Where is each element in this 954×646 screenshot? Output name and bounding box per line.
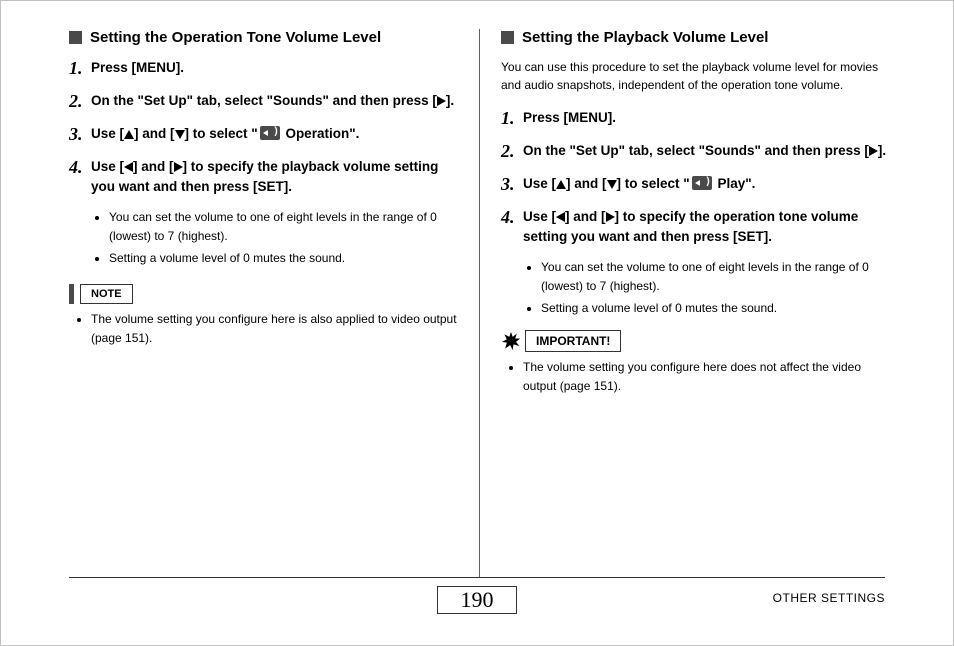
speaker-icon <box>692 176 712 190</box>
bullet-item: Setting a volume level of 0 mutes the so… <box>541 299 889 318</box>
step-text: Use [] and [] to select " Operation". <box>91 124 457 144</box>
step-number: 4. <box>501 207 523 228</box>
heading-text: Setting the Playback Volume Level <box>522 29 768 46</box>
triangle-right-icon <box>437 96 446 106</box>
important-bullets: The volume setting you configure here do… <box>511 358 889 396</box>
triangle-left-icon <box>124 162 133 172</box>
bullet-item: You can set the volume to one of eight l… <box>109 208 457 246</box>
step-text: Press [MENU]. <box>91 58 457 78</box>
important-label: IMPORTANT! <box>525 330 621 352</box>
triangle-right-icon <box>606 212 615 222</box>
column-divider <box>479 29 480 577</box>
step-text: Use [] and [] to specify the playback vo… <box>91 157 457 196</box>
step-number: 2. <box>501 141 523 162</box>
sub-bullets-left: You can set the volume to one of eight l… <box>97 208 457 268</box>
note-bar-icon <box>69 284 74 304</box>
note-label: NOTE <box>80 284 133 304</box>
square-bullet-icon <box>69 31 82 44</box>
steps-left: 1.Press [MENU].2.On the "Set Up" tab, se… <box>69 58 457 196</box>
step-text: Press [MENU]. <box>523 108 889 128</box>
step-text: Use [] and [] to specify the operation t… <box>523 207 889 246</box>
sub-bullets-right: You can set the volume to one of eight l… <box>529 258 889 318</box>
note-header: NOTE <box>69 284 457 304</box>
step-number: 2. <box>69 91 91 112</box>
footer-rule <box>69 577 885 578</box>
step-text: Use [] and [] to select " Play". <box>523 174 889 194</box>
step-text: On the "Set Up" tab, select "Sounds" and… <box>523 141 889 161</box>
triangle-left-icon <box>556 212 565 222</box>
triangle-right-icon <box>174 162 183 172</box>
important-header: IMPORTANT! <box>501 330 889 352</box>
step: 1.Press [MENU]. <box>501 108 889 129</box>
step: 3.Use [] and [] to select " Play". <box>501 174 889 195</box>
step: 4.Use [] and [] to specify the operation… <box>501 207 889 246</box>
step: 1.Press [MENU]. <box>69 58 457 79</box>
step-number: 4. <box>69 157 91 178</box>
step: 2.On the "Set Up" tab, select "Sounds" a… <box>69 91 457 112</box>
note-bullets: The volume setting you configure here is… <box>79 310 457 348</box>
heading-text: Setting the Operation Tone Volume Level <box>90 29 381 46</box>
bullet-item: The volume setting you configure here is… <box>91 310 457 348</box>
steps-right: 1.Press [MENU].2.On the "Set Up" tab, se… <box>501 108 889 246</box>
starburst-icon <box>501 331 521 351</box>
bullet-item: You can set the volume to one of eight l… <box>541 258 889 296</box>
intro-text: You can use this procedure to set the pl… <box>501 58 889 94</box>
step: 4.Use [] and [] to specify the playback … <box>69 157 457 196</box>
step-number: 1. <box>69 58 91 79</box>
footer-text: OTHER SETTINGS <box>773 591 885 605</box>
section-heading-right: Setting the Playback Volume Level <box>501 29 889 46</box>
square-bullet-icon <box>501 31 514 44</box>
triangle-down-icon <box>607 180 617 189</box>
step: 3.Use [] and [] to select " Operation". <box>69 124 457 145</box>
step: 2.On the "Set Up" tab, select "Sounds" a… <box>501 141 889 162</box>
page-number-box: 190 <box>437 586 517 614</box>
step-number: 1. <box>501 108 523 129</box>
speaker-icon <box>260 126 280 140</box>
bullet-item: Setting a volume level of 0 mutes the so… <box>109 249 457 268</box>
page-number: 190 <box>461 587 494 613</box>
note-block: NOTE The volume setting you configure he… <box>69 284 457 348</box>
triangle-down-icon <box>175 130 185 139</box>
section-heading-left: Setting the Operation Tone Volume Level <box>69 29 457 46</box>
left-column: Setting the Operation Tone Volume Level … <box>69 29 479 589</box>
triangle-up-icon <box>124 130 134 139</box>
step-number: 3. <box>69 124 91 145</box>
right-column: Setting the Playback Volume Level You ca… <box>479 29 889 589</box>
triangle-right-icon <box>869 146 878 156</box>
step-text: On the "Set Up" tab, select "Sounds" and… <box>91 91 457 111</box>
step-number: 3. <box>501 174 523 195</box>
triangle-up-icon <box>556 180 566 189</box>
bullet-item: The volume setting you configure here do… <box>523 358 889 396</box>
